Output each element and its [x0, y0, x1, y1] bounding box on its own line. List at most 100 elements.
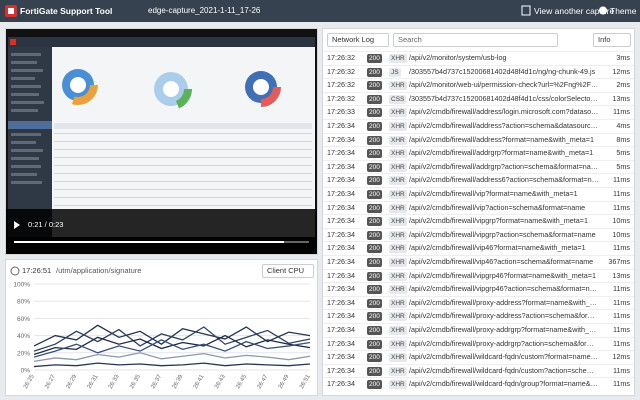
- capture-icon: [521, 5, 531, 16]
- series-line: [33, 339, 311, 358]
- log-row[interactable]: 17:26:34 200 XHR/api/v2/cmdb/firewall/vip4…: [323, 255, 634, 269]
- request-url: /api/v2/monitor/web-ui/permission-check?…: [409, 80, 599, 90]
- log-row[interactable]: 17:26:34 200 XHR/api/v2/cmdb/firewall/vip?…: [323, 187, 634, 201]
- capture-name: edge-capture_2021-1-11_17-26: [148, 6, 261, 15]
- x-tick-label: 26:43: [214, 373, 227, 390]
- log-time: 17:26:34: [327, 148, 355, 158]
- status-badge: 200: [367, 380, 382, 390]
- log-row[interactable]: 17:26:34 200 XHR/api/v2/cmdb/firewall/wild…: [323, 363, 634, 378]
- log-row[interactable]: 17:26:34 200 XHR/api/v2/cmdb/firewall/vipg…: [323, 214, 634, 228]
- status-badge: 200: [367, 312, 382, 322]
- video-frame: [6, 37, 317, 254]
- type-badge: XHR: [389, 326, 407, 335]
- request-url: /api/v2/cmdb/firewall/vip?format=name&wi…: [409, 189, 578, 198]
- log-time: 17:26:34: [327, 121, 355, 130]
- y-tick-label: 80%: [17, 299, 30, 306]
- status-badge: 200: [367, 271, 382, 281]
- status-badge: 200: [367, 108, 382, 118]
- log-row[interactable]: 17:26:34 200 XHR/api/v2/cmdb/firewall/prox…: [323, 323, 634, 337]
- request-url: /api/v2/cmdb/firewall/proxy-address?acti…: [409, 311, 599, 321]
- duration: 3ms: [616, 53, 630, 62]
- log-row[interactable]: 17:26:34 200 XHR/api/v2/cmdb/firewall/wild…: [323, 377, 634, 391]
- status-badge: 200: [367, 326, 382, 335]
- log-row[interactable]: 17:26:34 200 XHR/api/v2/cmdb/firewall/vipg…: [323, 268, 634, 283]
- status-badge: 200: [367, 353, 382, 363]
- type-badge: XHR: [389, 353, 407, 363]
- duration: 13ms: [612, 270, 630, 280]
- status-badge: 200: [367, 285, 382, 295]
- status-badge: 200: [367, 122, 382, 131]
- type-badge: XHR: [389, 149, 407, 159]
- status-badge: 200: [367, 203, 382, 213]
- theme-menu[interactable]: Theme: [610, 6, 637, 16]
- log-filter-label: Network Log: [332, 35, 375, 44]
- log-row[interactable]: 17:26:34 200 XHR/api/v2/cmdb/firewall/wild…: [323, 350, 634, 364]
- x-tick-label: 26:51: [299, 373, 312, 390]
- app-name: FortiGate Support Tool: [20, 6, 113, 16]
- log-row[interactable]: 17:26:34 200 XHR/api/v2/cmdb/firewall/addr…: [323, 119, 634, 133]
- log-row[interactable]: 17:26:34 200 XHR/api/v2/cmdb/firewall/vipg…: [323, 227, 634, 242]
- request-url: /api/v2/cmdb/firewall/proxy-addrgrp?form…: [409, 325, 599, 334]
- log-row[interactable]: 17:26:33 200 XHR/api/v2/cmdb/firewall/addr…: [323, 105, 634, 119]
- log-time: 17:26:34: [327, 202, 355, 212]
- log-row[interactable]: 17:26:32 200 CSS/303557b4d737c15200681402d…: [323, 91, 634, 106]
- network-log-panel: Network Log Search Info 17:26:32 200 XHR/a…: [322, 28, 635, 396]
- y-tick-label: 40%: [17, 333, 30, 340]
- log-time: 17:26:34: [327, 134, 355, 144]
- request-url: /api/v2/monitor/system/usb-log: [409, 53, 507, 62]
- level-select[interactable]: Info: [593, 33, 631, 47]
- x-tick-label: 26:41: [193, 373, 206, 390]
- duration: 11ms: [612, 365, 630, 375]
- top-bar: FortiGate Support Tool edge-capture_2021…: [0, 0, 640, 22]
- log-row[interactable]: 17:26:34 200 XHR/api/v2/cmdb/firewall/vip?…: [323, 200, 634, 215]
- log-row[interactable]: 17:26:34 200 XHR/api/v2/cmdb/firewall/vipg…: [323, 282, 634, 296]
- log-row[interactable]: 17:26:34 200 XHR/api/v2/cmdb/firewall/addr…: [323, 146, 634, 160]
- request-url: /api/v2/cmdb/firewall/address?action=sch…: [409, 121, 599, 130]
- log-row[interactable]: 17:26:34 200 XHR/api/v2/cmdb/firewall/addr…: [323, 132, 634, 147]
- duration: 11ms: [612, 338, 630, 348]
- chart-time: 17:26:51: [22, 266, 52, 275]
- log-rows: 17:26:32 200 XHR/api/v2/monitor/system/usb…: [323, 51, 634, 395]
- type-badge: XHR: [389, 190, 407, 199]
- duration: 11ms: [612, 297, 630, 307]
- status-badge: 200: [367, 149, 382, 159]
- log-filter[interactable]: Network Log: [327, 33, 389, 47]
- series-line: [33, 326, 311, 352]
- log-row[interactable]: 17:26:32 200 XHR/api/v2/monitor/system/usb…: [323, 51, 634, 65]
- log-row[interactable]: 17:26:34 200 XHR/api/v2/cmdb/firewall/prox…: [323, 295, 634, 310]
- request-url: /303557b4d737c15200681402d48f4d1c/ng/ng-…: [409, 66, 596, 76]
- type-badge: XHR: [389, 366, 407, 376]
- type-badge: JS: [389, 67, 401, 77]
- log-time: 17:26:34: [327, 257, 355, 266]
- log-row[interactable]: 17:26:32 200 JS/303557b4d737c15200681402d4…: [323, 64, 634, 79]
- status-badge: 200: [367, 244, 382, 254]
- duration: 11ms: [612, 243, 630, 253]
- duration: 11ms: [612, 175, 630, 185]
- log-row[interactable]: 17:26:34 200 XHR/api/v2/cmdb/firewall/addr…: [323, 159, 634, 174]
- request-url: /api/v2/cmdb/firewall/vipgrp?format=name…: [409, 216, 588, 226]
- level-label: Info: [598, 35, 611, 44]
- log-time: 17:26:34: [327, 161, 355, 171]
- metric-select[interactable]: Client CPU: [262, 264, 314, 278]
- search-box[interactable]: Search: [393, 33, 558, 47]
- log-row[interactable]: 17:26:34 200 XHR/api/v2/cmdb/firewall/prox…: [323, 336, 634, 351]
- view-another-capture[interactable]: View another capture: [534, 6, 615, 16]
- request-url: /api/v2/cmdb/firewall/wildcard-fqdn/cust…: [409, 365, 599, 375]
- duration: 11ms: [612, 311, 630, 321]
- log-time: 17:26:34: [327, 352, 355, 362]
- log-row[interactable]: 17:26:34 200 XHR/api/v2/cmdb/firewall/vip4…: [323, 241, 634, 255]
- status-badge: 200: [367, 298, 382, 308]
- log-row[interactable]: 17:26:32 200 XHR/api/v2/monitor/web-ui/per…: [323, 78, 634, 92]
- status-badge: 200: [367, 190, 382, 199]
- type-badge: XHR: [389, 380, 407, 390]
- x-tick-label: 26:37: [150, 373, 163, 390]
- request-url: /api/v2/cmdb/firewall/vip46?action=schem…: [409, 257, 594, 266]
- type-badge: XHR: [389, 339, 407, 349]
- duration: 367ms: [608, 257, 630, 266]
- status-badge: 200: [367, 54, 382, 63]
- chart-panel: 17:26:51 /utm/application/signature Clie…: [5, 259, 318, 396]
- clock-icon: [10, 266, 20, 276]
- log-row[interactable]: 17:26:34 200 XHR/api/v2/cmdb/firewall/addr…: [323, 173, 634, 187]
- log-row[interactable]: 17:26:34 200 XHR/api/v2/cmdb/firewall/prox…: [323, 309, 634, 323]
